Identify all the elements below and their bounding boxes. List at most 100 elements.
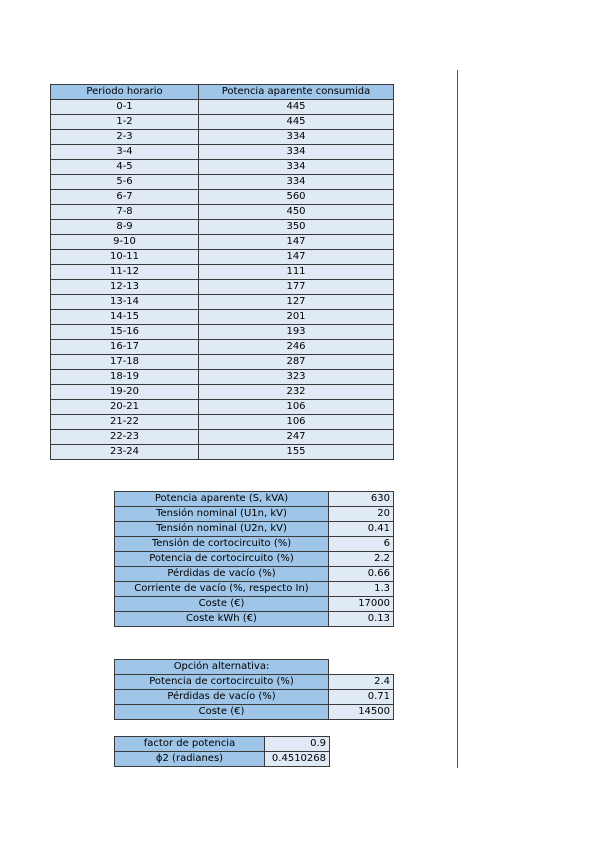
power-cell[interactable]: 350 bbox=[198, 219, 394, 235]
param-value-cell[interactable]: 6 bbox=[328, 536, 394, 552]
param-label-cell[interactable]: Tensión nominal (U2n, kV) bbox=[114, 521, 329, 537]
param-value-cell[interactable]: 20 bbox=[328, 506, 394, 522]
table-row: factor de potencia 0.9 bbox=[114, 736, 330, 752]
power-cell[interactable]: 560 bbox=[198, 189, 394, 205]
param-value-cell[interactable]: 17000 bbox=[328, 596, 394, 612]
power-cell[interactable]: 147 bbox=[198, 234, 394, 250]
table-row: 1-2 445 bbox=[50, 114, 394, 130]
alt-label-cell[interactable]: Coste (€) bbox=[114, 704, 329, 720]
alt-value-cell[interactable]: 2.4 bbox=[328, 674, 394, 690]
power-cell[interactable]: 445 bbox=[198, 99, 394, 115]
power-cell[interactable]: 106 bbox=[198, 414, 394, 430]
param-label-cell[interactable]: Potencia aparente (S, kVA) bbox=[114, 491, 329, 507]
period-cell[interactable]: 1-2 bbox=[50, 114, 199, 130]
param-label-cell[interactable]: Tensión nominal (U1n, kV) bbox=[114, 506, 329, 522]
pf-label-cell[interactable]: factor de potencia bbox=[114, 736, 265, 752]
period-cell[interactable]: 9-10 bbox=[50, 234, 199, 250]
power-cell[interactable]: 246 bbox=[198, 339, 394, 355]
column-header-period[interactable]: Periodo horario bbox=[50, 84, 199, 100]
column-header-power[interactable]: Potencia aparente consumida bbox=[198, 84, 394, 100]
table-row: 14-15 201 bbox=[50, 309, 394, 325]
period-cell[interactable]: 11-12 bbox=[50, 264, 199, 280]
period-cell[interactable]: 8-9 bbox=[50, 219, 199, 235]
table-row: Potencia de cortocircuito (%) 2.4 bbox=[114, 674, 394, 690]
pf-label-cell[interactable]: ϕ2 (radianes) bbox=[114, 751, 265, 767]
power-cell[interactable]: 127 bbox=[198, 294, 394, 310]
power-cell[interactable]: 201 bbox=[198, 309, 394, 325]
table-row: 8-9 350 bbox=[50, 219, 394, 235]
table-row: Pérdidas de vacío (%) 0.66 bbox=[114, 566, 394, 582]
param-label-cell[interactable]: Coste kWh (€) bbox=[114, 611, 329, 627]
power-cell[interactable]: 232 bbox=[198, 384, 394, 400]
period-cell[interactable]: 0-1 bbox=[50, 99, 199, 115]
param-label-cell[interactable]: Coste (€) bbox=[114, 596, 329, 612]
period-cell[interactable]: 13-14 bbox=[50, 294, 199, 310]
period-cell[interactable]: 6-7 bbox=[50, 189, 199, 205]
table-row: Pérdidas de vacío (%) 0.71 bbox=[114, 689, 394, 705]
power-cell[interactable]: 106 bbox=[198, 399, 394, 415]
period-cell[interactable]: 18-19 bbox=[50, 369, 199, 385]
period-cell[interactable]: 20-21 bbox=[50, 399, 199, 415]
power-cell[interactable]: 155 bbox=[198, 444, 394, 460]
param-value-cell[interactable]: 0.13 bbox=[328, 611, 394, 627]
param-value-cell[interactable]: 630 bbox=[328, 491, 394, 507]
power-cell[interactable]: 247 bbox=[198, 429, 394, 445]
table-row: Potencia de cortocircuito (%) 2.2 bbox=[114, 551, 394, 567]
table-row: 9-10 147 bbox=[50, 234, 394, 250]
pf-value-cell[interactable]: 0.4510268 bbox=[264, 751, 330, 767]
period-cell[interactable]: 2-3 bbox=[50, 129, 199, 145]
period-cell[interactable]: 19-20 bbox=[50, 384, 199, 400]
table-row: 11-12 111 bbox=[50, 264, 394, 280]
period-cell[interactable]: 12-13 bbox=[50, 279, 199, 295]
transformer-params-table: Potencia aparente (S, kVA) 630 Tensión nom… bbox=[114, 491, 394, 627]
period-cell[interactable]: 3-4 bbox=[50, 144, 199, 160]
power-cell[interactable]: 334 bbox=[198, 174, 394, 190]
param-value-cell[interactable]: 0.41 bbox=[328, 521, 394, 537]
table-header-row: Periodo horario Potencia aparente consum… bbox=[50, 84, 394, 100]
power-cell[interactable]: 334 bbox=[198, 129, 394, 145]
table-row: 22-23 247 bbox=[50, 429, 394, 445]
power-cell[interactable]: 177 bbox=[198, 279, 394, 295]
period-cell[interactable]: 15-16 bbox=[50, 324, 199, 340]
param-label-cell[interactable]: Potencia de cortocircuito (%) bbox=[114, 551, 329, 567]
period-cell[interactable]: 16-17 bbox=[50, 339, 199, 355]
param-label-cell[interactable]: Corriente de vacío (%, respecto In) bbox=[114, 581, 329, 597]
period-cell[interactable]: 4-5 bbox=[50, 159, 199, 175]
param-value-cell[interactable]: 1.3 bbox=[328, 581, 394, 597]
alt-label-cell[interactable]: Pérdidas de vacío (%) bbox=[114, 689, 329, 705]
alt-value-cell[interactable]: 14500 bbox=[328, 704, 394, 720]
period-cell[interactable]: 14-15 bbox=[50, 309, 199, 325]
alternative-title[interactable]: Opción alternativa: bbox=[114, 659, 329, 675]
pf-value-cell[interactable]: 0.9 bbox=[264, 736, 330, 752]
table-row: Tensión nominal (U2n, kV) 0.41 bbox=[114, 521, 394, 537]
period-cell[interactable]: 21-22 bbox=[50, 414, 199, 430]
power-cell[interactable]: 287 bbox=[198, 354, 394, 370]
table-row: 5-6 334 bbox=[50, 174, 394, 190]
period-cell[interactable]: 10-11 bbox=[50, 249, 199, 265]
param-value-cell[interactable]: 2.2 bbox=[328, 551, 394, 567]
power-cell[interactable]: 445 bbox=[198, 114, 394, 130]
period-cell[interactable]: 5-6 bbox=[50, 174, 199, 190]
period-cell[interactable]: 23-24 bbox=[50, 444, 199, 460]
power-cell[interactable]: 147 bbox=[198, 249, 394, 265]
table-row: 10-11 147 bbox=[50, 249, 394, 265]
param-label-cell[interactable]: Pérdidas de vacío (%) bbox=[114, 566, 329, 582]
table-row: 21-22 106 bbox=[50, 414, 394, 430]
power-cell[interactable]: 193 bbox=[198, 324, 394, 340]
alt-value-cell[interactable]: 0.71 bbox=[328, 689, 394, 705]
period-cell[interactable]: 7-8 bbox=[50, 204, 199, 220]
table-row: 12-13 177 bbox=[50, 279, 394, 295]
power-cell[interactable]: 334 bbox=[198, 159, 394, 175]
table-row: 13-14 127 bbox=[50, 294, 394, 310]
table-row: Coste (€) 14500 bbox=[114, 704, 394, 720]
period-cell[interactable]: 22-23 bbox=[50, 429, 199, 445]
alt-label-cell[interactable]: Potencia de cortocircuito (%) bbox=[114, 674, 329, 690]
period-cell[interactable]: 17-18 bbox=[50, 354, 199, 370]
power-cell[interactable]: 111 bbox=[198, 264, 394, 280]
param-label-cell[interactable]: Tensión de cortocircuito (%) bbox=[114, 536, 329, 552]
param-value-cell[interactable]: 0.66 bbox=[328, 566, 394, 582]
power-cell[interactable]: 450 bbox=[198, 204, 394, 220]
table-row: Corriente de vacío (%, respecto In) 1.3 bbox=[114, 581, 394, 597]
power-cell[interactable]: 323 bbox=[198, 369, 394, 385]
power-cell[interactable]: 334 bbox=[198, 144, 394, 160]
